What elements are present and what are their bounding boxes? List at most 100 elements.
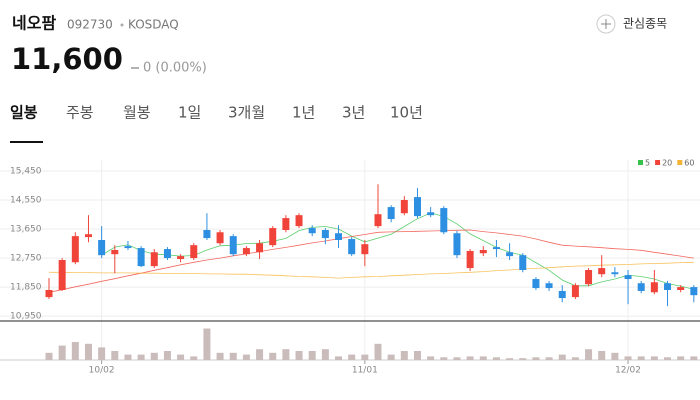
candle-body — [308, 228, 316, 234]
moving-average-line — [101, 212, 694, 290]
volume-bar — [150, 352, 158, 360]
tab[interactable]: 일봉 — [10, 104, 38, 122]
volume-bar — [256, 349, 264, 360]
volume-bar — [98, 347, 106, 360]
volume-bar — [374, 343, 382, 360]
y-tick-label: 13,650 — [10, 225, 42, 235]
x-tick-label: 12/02 — [615, 366, 641, 376]
candle-body — [203, 230, 211, 239]
volume-bar — [269, 352, 277, 360]
x-tick-label: 11/01 — [352, 366, 378, 376]
volume-bar — [321, 349, 329, 360]
watch-label[interactable]: 관심종목 — [623, 17, 667, 31]
candle-body — [690, 287, 698, 296]
volume-bar — [177, 354, 185, 360]
candle-body — [177, 256, 185, 260]
volume-bar — [203, 328, 211, 360]
y-tick-label: 10,950 — [10, 312, 42, 322]
volume-bar — [453, 357, 461, 360]
volume-bar — [229, 352, 237, 360]
tabs: 일봉 주봉 월봉 1일 3개월 1년 3년 10년 — [10, 104, 423, 122]
tab[interactable]: 3년 — [342, 104, 365, 122]
volume-bar — [71, 342, 79, 360]
moving-average-line — [48, 229, 694, 293]
candle-body — [256, 243, 264, 253]
legend-label: 5 — [645, 159, 650, 168]
candle-body — [321, 230, 329, 239]
legend-label: 20 — [662, 159, 672, 168]
candle-body — [466, 250, 474, 269]
candle-body — [532, 279, 540, 289]
watch-button[interactable]: 관심종목 — [596, 14, 667, 34]
volume-bar — [282, 349, 290, 360]
volume-bar — [348, 354, 356, 360]
tab[interactable]: 주봉 — [66, 104, 94, 122]
y-tick-label: 14,550 — [10, 196, 42, 206]
candle-body — [519, 255, 527, 270]
volume-bar — [519, 358, 527, 360]
candle-body — [111, 250, 119, 255]
candle-body — [71, 236, 79, 263]
candle-body — [282, 218, 290, 230]
volume-bar — [413, 351, 421, 360]
candle-body — [58, 260, 66, 290]
volume-bar — [492, 357, 500, 360]
volume-bar — [216, 352, 224, 360]
candle-body — [335, 233, 343, 240]
candle-body — [440, 208, 448, 233]
volume-bar — [58, 345, 66, 360]
volume-bar — [506, 358, 514, 360]
candle-body — [45, 290, 53, 298]
volume-bar — [163, 351, 171, 360]
chart: 10,950 11,850 12,750 13,650 14,550 15,450 10/0… — [0, 150, 700, 380]
candle-body — [269, 228, 277, 246]
tab[interactable]: 1년 — [292, 104, 315, 122]
candle-body — [585, 270, 593, 285]
stock-code: 092730 — [67, 18, 113, 32]
plus-circle[interactable] — [596, 14, 616, 34]
volume-bar — [677, 356, 685, 360]
volume-bar — [335, 356, 343, 360]
tab[interactable]: 월봉 — [123, 104, 151, 122]
volume-bar — [611, 352, 619, 360]
tab[interactable]: 10년 — [390, 104, 423, 122]
volume-bar — [84, 343, 92, 360]
tab[interactable]: 3개월 — [228, 104, 265, 122]
candle-body — [361, 244, 369, 255]
candle-body — [558, 290, 566, 299]
volume-bar — [532, 357, 540, 360]
candle-body — [163, 249, 171, 259]
volume-bar — [387, 354, 395, 360]
candle-body — [624, 275, 632, 280]
volume-bar — [427, 356, 435, 360]
candle-body — [216, 232, 224, 244]
volume-bar — [690, 356, 698, 360]
moving-average-line — [49, 261, 694, 279]
candle-body — [571, 285, 579, 298]
volume-bar — [664, 357, 672, 360]
market: KOSDAQ — [128, 18, 179, 32]
candle-body — [427, 212, 435, 216]
volume-bar — [400, 351, 408, 360]
volume-bar — [242, 354, 250, 360]
volume-bar — [545, 357, 553, 360]
y-tick-label: 11,850 — [10, 283, 42, 293]
candle-body — [190, 245, 198, 259]
candle-body — [295, 215, 303, 227]
volume-bar — [361, 354, 369, 360]
candle-body — [229, 236, 237, 255]
y-tick-label: 15,450 — [10, 166, 42, 176]
legend-swatch — [655, 160, 661, 165]
volume-bar — [637, 356, 645, 360]
change: 0 (0.00%) — [143, 61, 207, 76]
volume-bar — [295, 351, 303, 360]
candle-body — [492, 247, 500, 250]
volume-bar — [45, 352, 53, 360]
candle-body — [98, 240, 106, 256]
candle-body — [479, 250, 487, 254]
tab[interactable]: 1일 — [178, 104, 201, 122]
volume-bar — [137, 354, 145, 360]
plot-background — [0, 150, 700, 380]
volume-bar — [624, 356, 632, 360]
